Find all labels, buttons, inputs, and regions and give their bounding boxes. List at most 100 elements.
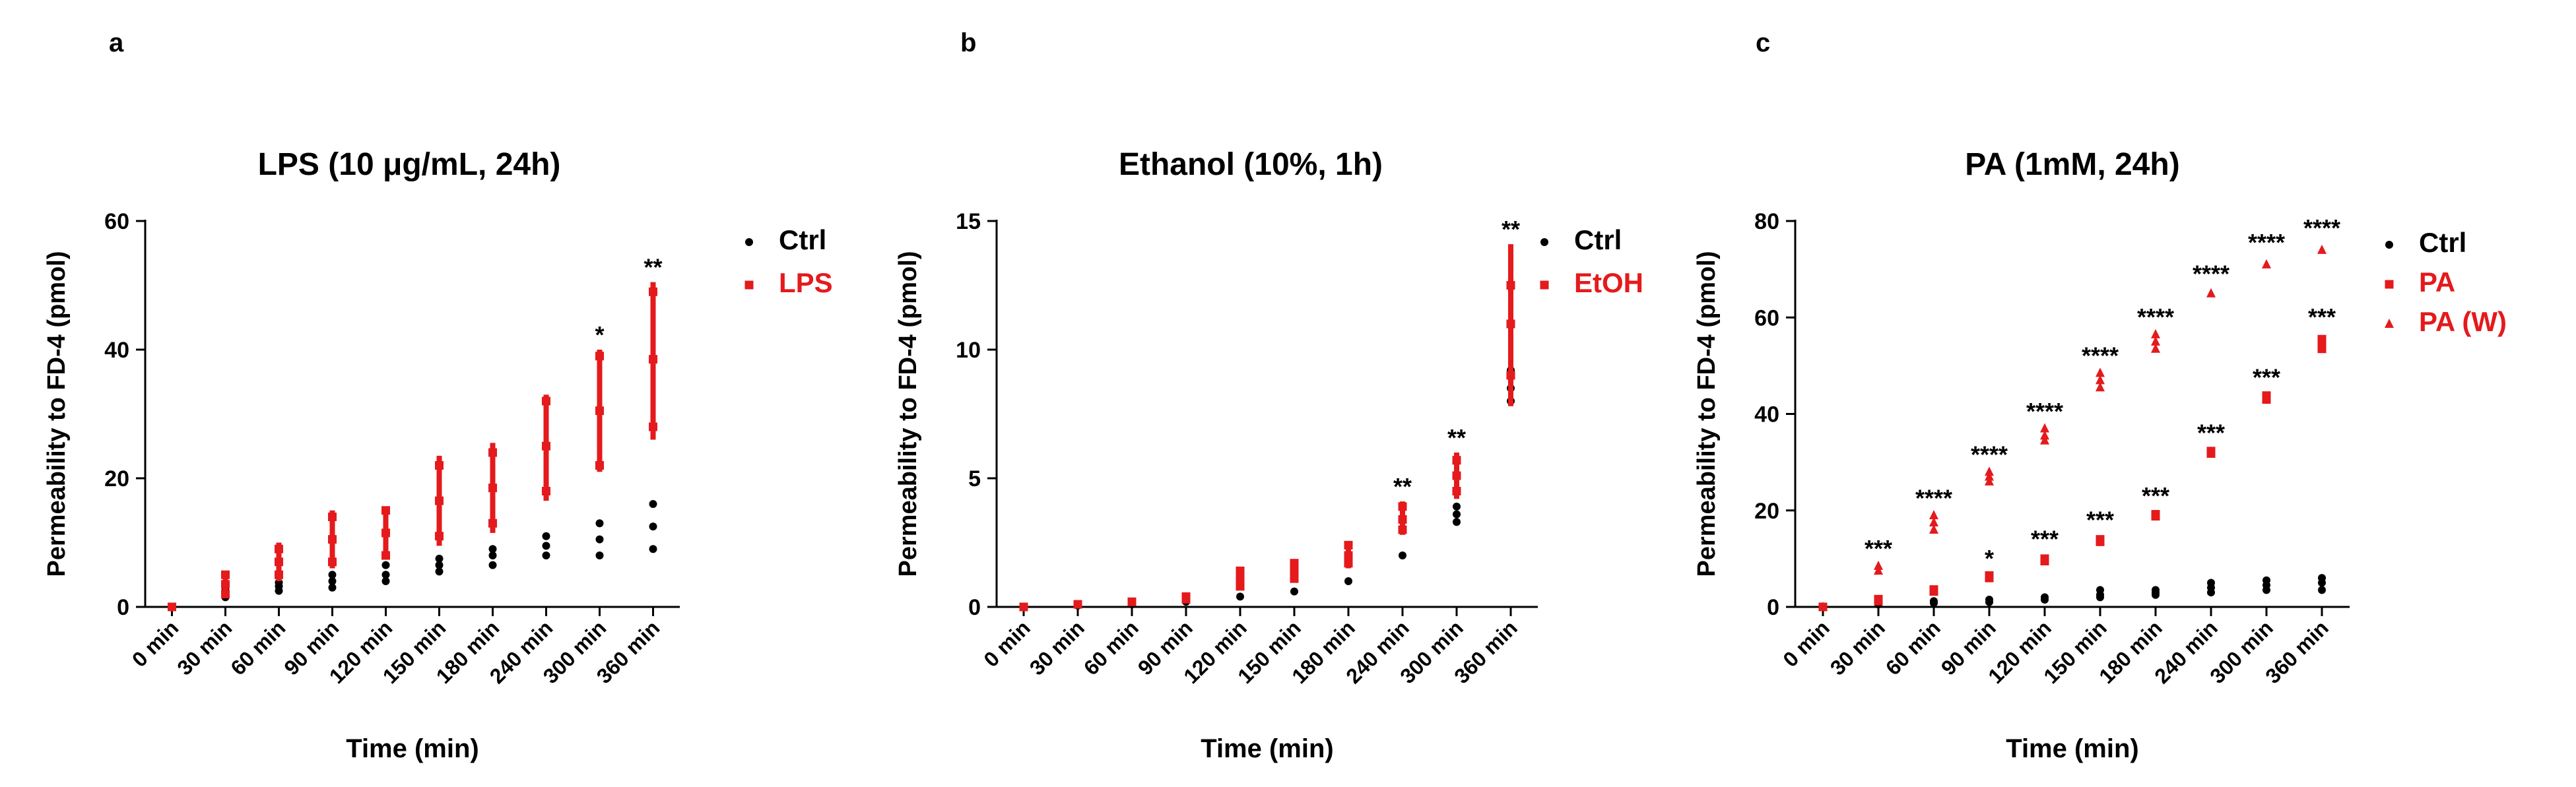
data-point bbox=[1344, 577, 1352, 585]
series-pa bbox=[1818, 334, 2327, 612]
data-point bbox=[595, 352, 604, 361]
data-point bbox=[1399, 551, 1406, 559]
data-point bbox=[2152, 586, 2160, 594]
legend-entry: Ctrl bbox=[779, 224, 826, 255]
legend-marker bbox=[2385, 241, 2393, 249]
x-tick-label: 30 min bbox=[1025, 615, 1089, 679]
series-etoh bbox=[1019, 244, 1515, 612]
data-point bbox=[595, 406, 604, 416]
data-point bbox=[1452, 487, 1461, 495]
data-point bbox=[1398, 525, 1407, 534]
data-point bbox=[1929, 524, 1938, 534]
data-point bbox=[435, 461, 444, 470]
significance-annotation: ** bbox=[1393, 473, 1412, 500]
data-point bbox=[595, 461, 604, 470]
x-axis-label: Time (min) bbox=[2006, 734, 2139, 763]
x-tick-label: 30 min bbox=[1826, 615, 1890, 679]
data-point bbox=[1398, 502, 1407, 511]
x-tick-label: 60 min bbox=[226, 615, 290, 679]
data-point bbox=[2151, 329, 2160, 338]
y-tick-label: 0 bbox=[117, 595, 129, 620]
data-point bbox=[649, 500, 657, 508]
legend-entry: LPS bbox=[779, 267, 833, 298]
data-point bbox=[2096, 535, 2105, 544]
data-point bbox=[381, 571, 390, 579]
y-tick-label: 80 bbox=[1754, 209, 1779, 234]
y-tick-label: 10 bbox=[956, 338, 981, 363]
significance-annotation: **** bbox=[2303, 214, 2340, 241]
data-point bbox=[2096, 382, 2105, 392]
legend-marker bbox=[1540, 280, 1549, 290]
y-tick-label: 60 bbox=[104, 209, 129, 234]
data-point bbox=[488, 484, 497, 493]
data-point bbox=[595, 519, 604, 528]
significance-annotation: ** bbox=[1502, 216, 1520, 243]
significance-annotation: ** bbox=[1447, 424, 1466, 451]
data-point bbox=[435, 567, 444, 576]
legend-entry: Ctrl bbox=[2419, 227, 2466, 258]
significance-annotation: **** bbox=[2026, 398, 2063, 425]
data-point bbox=[2096, 586, 2104, 594]
data-point bbox=[328, 583, 337, 592]
data-point bbox=[649, 287, 657, 296]
data-point bbox=[1985, 471, 1994, 481]
significance-annotation: **** bbox=[2248, 229, 2285, 256]
significance-annotation: **** bbox=[2082, 342, 2119, 369]
data-point bbox=[1453, 502, 1461, 511]
significance-annotation: *** bbox=[2142, 482, 2169, 509]
legend-marker bbox=[2385, 280, 2394, 289]
data-point bbox=[1344, 559, 1353, 568]
x-tick-label: 60 min bbox=[1881, 615, 1945, 679]
panel-label: a bbox=[109, 28, 124, 57]
data-point bbox=[435, 554, 444, 563]
data-point bbox=[1073, 600, 1082, 609]
legend-marker bbox=[1540, 238, 1548, 246]
data-point bbox=[649, 355, 657, 364]
data-point bbox=[488, 551, 497, 559]
significance-annotation: *** bbox=[1865, 535, 1892, 562]
data-point bbox=[1290, 574, 1299, 583]
significance-annotation: **** bbox=[1971, 441, 2008, 468]
chart-title: Ethanol (10%, 1h) bbox=[1119, 147, 1383, 182]
data-point bbox=[1236, 566, 1245, 575]
data-point bbox=[1930, 597, 1938, 606]
data-point bbox=[435, 561, 444, 569]
significance-annotation: *** bbox=[2308, 303, 2336, 331]
series-ctrl bbox=[1819, 574, 2326, 611]
data-point bbox=[2040, 435, 2049, 445]
legend-marker bbox=[2385, 319, 2394, 328]
data-point bbox=[1127, 597, 1137, 606]
data-point bbox=[275, 544, 283, 553]
data-point bbox=[1453, 510, 1461, 519]
data-point bbox=[1344, 551, 1353, 560]
y-tick-label: 60 bbox=[1754, 305, 1779, 331]
x-axis-label: Time (min) bbox=[1201, 734, 1334, 763]
data-point bbox=[221, 580, 230, 589]
y-tick-label: 40 bbox=[104, 338, 129, 363]
data-point bbox=[2151, 336, 2160, 346]
legend-entry: PA bbox=[2419, 267, 2455, 298]
data-point bbox=[435, 532, 444, 541]
data-point bbox=[2318, 586, 2326, 594]
series-pa-w bbox=[1818, 244, 2327, 611]
data-point bbox=[1874, 565, 1883, 575]
data-point bbox=[595, 551, 604, 559]
data-point bbox=[328, 535, 337, 544]
data-point bbox=[2262, 391, 2271, 400]
data-point bbox=[1874, 594, 1883, 604]
legend-entry: Ctrl bbox=[1574, 224, 1622, 255]
data-point bbox=[275, 557, 283, 567]
legend-entry: PA (W) bbox=[2419, 306, 2507, 337]
y-axis-label: Permeability to FD-4 (pmol) bbox=[1693, 251, 1721, 577]
data-point bbox=[542, 396, 550, 406]
data-point bbox=[381, 528, 390, 538]
significance-annotation: *** bbox=[2086, 506, 2114, 533]
legend-entry: EtOH bbox=[1574, 267, 1643, 298]
data-point bbox=[2151, 343, 2160, 353]
panel-label: c bbox=[1756, 28, 1770, 57]
data-point bbox=[488, 545, 497, 553]
data-point bbox=[488, 519, 497, 528]
data-point bbox=[381, 577, 390, 585]
